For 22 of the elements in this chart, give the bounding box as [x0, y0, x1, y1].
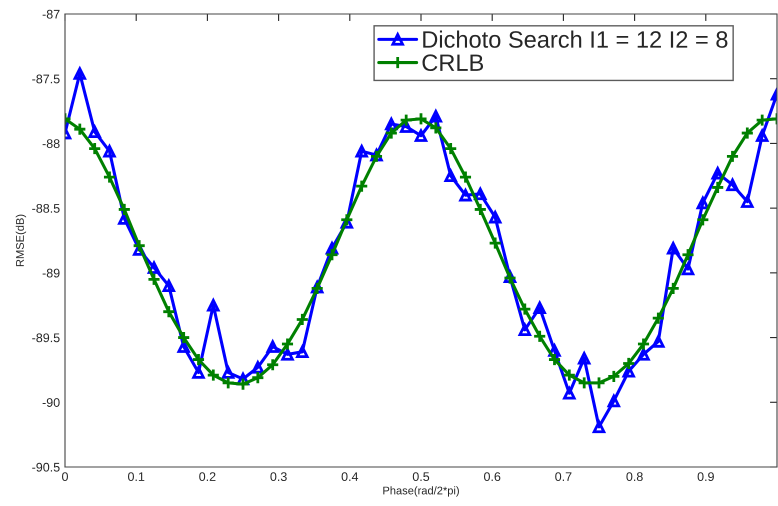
x-tick-label: 0.6: [484, 472, 500, 482]
legend-label: Dichoto Search I1 = 12 I2 = 8: [423, 30, 728, 48]
y-tick-label: -90: [42, 398, 60, 407]
legend-label: CRLB: [422, 54, 484, 72]
x-tick-label: 0.4: [342, 472, 358, 482]
y-tick-label: -87: [42, 10, 60, 19]
y-tick-label: -89.5: [32, 333, 60, 342]
x-axis-title: Phase(rad/2*pi): [383, 486, 459, 497]
y-tick-label: -89: [42, 268, 60, 278]
y-tick-label: -87.5: [32, 74, 60, 84]
x-tick-label: 0.1: [128, 472, 144, 482]
y-axis-title: RMSE(dB): [16, 214, 26, 266]
x-tick-label: 0.5: [412, 472, 430, 482]
y-tick-label: -90.5: [32, 462, 60, 472]
x-tick-label: 0: [62, 472, 68, 482]
x-tick-label: 0.8: [626, 472, 643, 482]
x-tick-label: 0.7: [555, 472, 572, 482]
x-tick-label: 0.2: [199, 472, 216, 482]
y-tick-label: -88.5: [32, 204, 60, 213]
x-tick-label: 0.9: [698, 472, 714, 482]
x-tick-label: 0.3: [270, 472, 287, 482]
y-tick-label: -88: [42, 139, 60, 148]
